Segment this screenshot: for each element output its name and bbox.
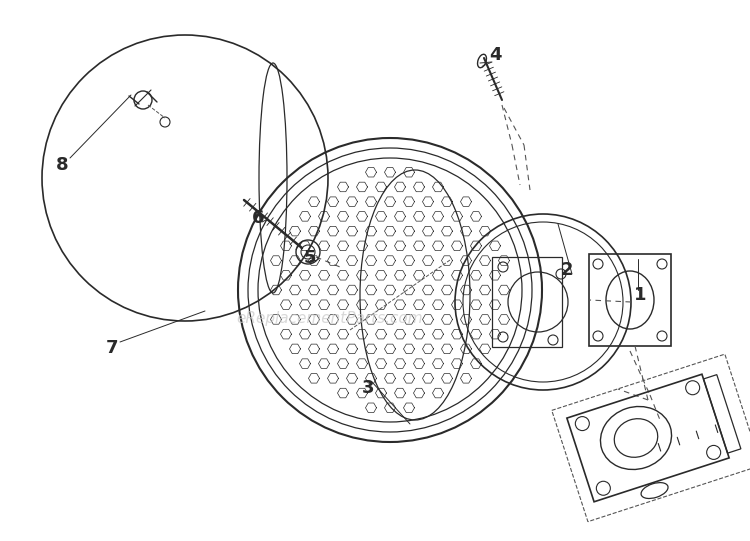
Text: 5: 5 [304,249,316,267]
Text: 8: 8 [56,156,68,174]
Text: 4: 4 [489,46,501,64]
Text: 3: 3 [362,379,374,397]
Text: 2: 2 [561,261,573,279]
Text: 6: 6 [252,209,264,227]
Text: eReplacementParts.com: eReplacementParts.com [237,311,423,326]
Text: 7: 7 [106,339,118,357]
Text: 1: 1 [634,286,646,304]
